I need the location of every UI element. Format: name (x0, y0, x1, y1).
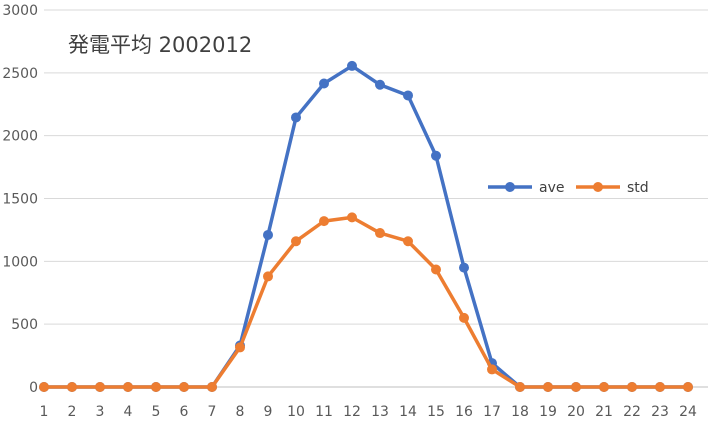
legend-label: std (627, 180, 649, 196)
legend-item: ave (488, 180, 564, 196)
data-point (179, 382, 189, 392)
data-point (599, 382, 609, 392)
x-tick-label: 18 (511, 404, 529, 420)
data-point (123, 382, 133, 392)
x-tick-label: 16 (455, 404, 473, 420)
data-point (263, 271, 273, 282)
data-point (459, 262, 469, 273)
data-point (291, 236, 301, 247)
x-tick-label: 11 (315, 404, 333, 420)
y-tick-label: 3000 (2, 3, 38, 19)
y-tick-label: 1000 (2, 254, 38, 270)
x-tick-label: 17 (483, 404, 501, 420)
y-tick-label: 0 (29, 380, 38, 396)
legend-marker (593, 182, 603, 192)
data-point (67, 382, 77, 392)
y-tick-label: 2500 (2, 66, 38, 82)
data-point (263, 229, 273, 240)
data-point (431, 264, 441, 275)
y-tick-label: 500 (11, 317, 38, 333)
data-point (683, 382, 693, 392)
x-tick-label: 1 (40, 404, 49, 420)
x-tick-label: 9 (264, 404, 273, 420)
x-tick-label: 21 (595, 404, 613, 420)
data-point (515, 382, 525, 392)
data-point (319, 216, 329, 227)
data-point (627, 382, 637, 392)
x-tick-label: 5 (152, 404, 161, 420)
x-tick-label: 12 (343, 404, 361, 420)
data-point (431, 150, 441, 161)
legend-label: ave (539, 180, 564, 196)
series-line (42, 215, 690, 389)
x-tick-label: 19 (539, 404, 557, 420)
x-tick-label: 6 (180, 404, 189, 420)
data-point (571, 382, 581, 392)
x-tick-label: 20 (567, 404, 585, 420)
data-point (151, 382, 161, 392)
data-point (291, 112, 301, 123)
x-tick-label: 3 (96, 404, 105, 420)
data-point (543, 382, 553, 392)
series-std (39, 212, 693, 392)
data-point (487, 364, 497, 375)
chart-title: 発電平均 2002012 (68, 33, 252, 57)
x-tick-label: 4 (124, 404, 133, 420)
series-group (39, 60, 693, 392)
data-point (375, 79, 385, 90)
x-tick-label: 13 (371, 404, 389, 420)
y-tick-label: 2000 (2, 129, 38, 145)
x-tick-label: 8 (236, 404, 245, 420)
x-tick-label: 15 (427, 404, 445, 420)
gridlines (44, 9, 708, 325)
x-tick-label: 14 (399, 404, 417, 420)
data-point (207, 382, 217, 392)
data-point (39, 382, 49, 392)
data-point (347, 212, 357, 223)
data-point (403, 90, 413, 101)
data-point (655, 382, 665, 392)
legend: ave std (488, 180, 649, 196)
x-tick-label: 23 (651, 404, 669, 420)
x-tick-label: 24 (679, 404, 697, 420)
x-tick-label: 2 (68, 404, 77, 420)
y-tick-label: 1500 (2, 192, 38, 208)
data-point (95, 382, 105, 392)
data-point (403, 236, 413, 247)
x-tick-label: 22 (623, 404, 641, 420)
data-point (375, 228, 385, 239)
x-tick-label: 10 (287, 404, 305, 420)
data-point (235, 342, 245, 353)
data-point (319, 78, 329, 89)
data-point (347, 60, 357, 71)
legend-marker (505, 182, 515, 192)
data-point (459, 312, 469, 323)
x-tick-label: 7 (208, 404, 217, 420)
legend-item: std (576, 180, 649, 196)
